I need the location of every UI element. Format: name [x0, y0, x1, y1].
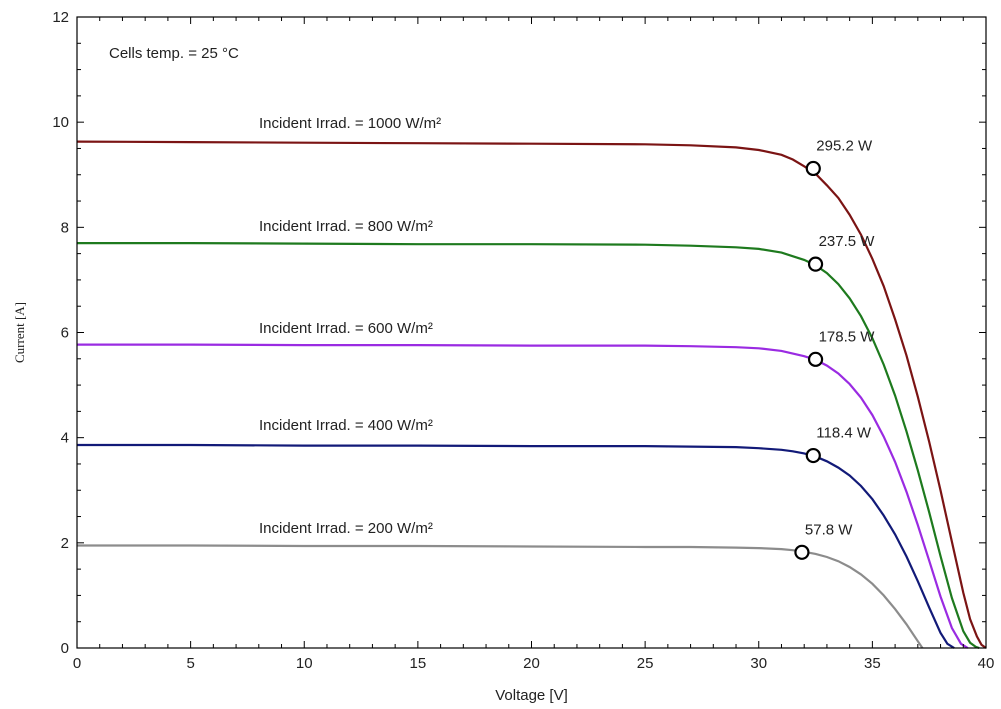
mpp-marker — [807, 256, 824, 272]
x-tick-label: 15 — [410, 655, 427, 672]
x-tick-label: 25 — [637, 655, 654, 672]
mpp-marker — [805, 160, 821, 177]
mpp-power-label: 295.2 W — [816, 137, 873, 154]
x-tick-label: 30 — [750, 655, 767, 672]
x-tick-label: 20 — [523, 655, 540, 672]
y-tick-label: 10 — [52, 114, 69, 131]
y-tick-label: 0 — [61, 640, 69, 657]
y-tick-label: 6 — [61, 325, 69, 342]
mpp-power-label: 57.8 W — [805, 521, 853, 538]
x-tick-label: 10 — [296, 655, 313, 672]
series-line — [76, 140, 987, 649]
series-label: Incident Irrad. = 200 W/m² — [259, 520, 433, 537]
x-axis-title: Voltage [V] — [495, 687, 568, 704]
series-line — [77, 343, 969, 649]
series-label: Incident Irrad. = 600 W/m² — [259, 320, 433, 337]
series-label: Incident Irrad. = 400 W/m² — [259, 417, 433, 434]
series-label: Incident Irrad. = 1000 W/m² — [259, 115, 441, 132]
plot-area: Incident Irrad. = 1000 W/m² Incident Irra… — [76, 115, 987, 650]
cells-temp-annotation: Cells temp. = 25 °C — [109, 45, 239, 62]
x-tick-label: 0 — [73, 655, 81, 672]
mpp-power-label: 237.5 W — [819, 233, 876, 250]
series-label: Incident Irrad. = 800 W/m² — [259, 218, 433, 235]
x-tick-label: 35 — [864, 655, 881, 672]
y-tick-label: 4 — [61, 430, 69, 447]
mpp-marker — [794, 544, 810, 560]
x-tick-label: 40 — [978, 655, 995, 672]
x-tick-label: 5 — [186, 655, 194, 672]
mpp-marker — [805, 447, 821, 464]
mpp-power-label: 178.5 W — [819, 328, 876, 345]
y-tick-label: 8 — [61, 219, 69, 236]
y-tick-label: 2 — [61, 535, 69, 552]
mpp-marker — [807, 351, 824, 367]
series-line — [77, 242, 980, 650]
mpp-power-label: 118.4 W — [816, 425, 872, 442]
y-tick-label: 12 — [52, 9, 69, 26]
y-axis-title: Current [A] — [12, 302, 27, 363]
axes: 0 5 10 15 20 25 30 35 40 0 2 4 6 8 10 12 — [52, 9, 994, 672]
series-line — [77, 443, 955, 649]
